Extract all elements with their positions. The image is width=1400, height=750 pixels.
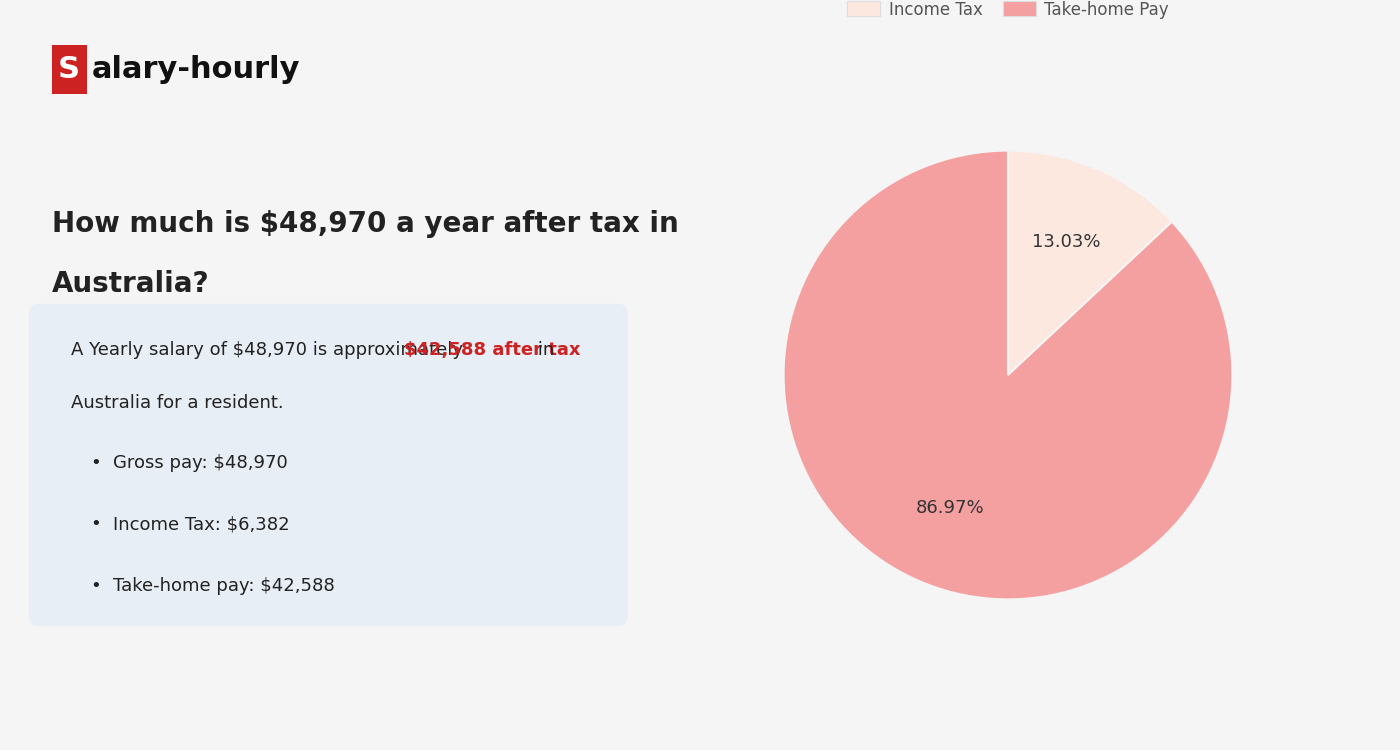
Text: $42,588 after tax: $42,588 after tax (403, 341, 580, 359)
Text: How much is $48,970 a year after tax in: How much is $48,970 a year after tax in (52, 210, 678, 238)
FancyBboxPatch shape (52, 45, 87, 94)
Text: 13.03%: 13.03% (1032, 232, 1100, 250)
Text: 86.97%: 86.97% (916, 500, 984, 517)
FancyBboxPatch shape (29, 304, 629, 626)
Text: S: S (59, 55, 80, 83)
Text: in: in (532, 341, 554, 359)
Text: •: • (90, 577, 101, 595)
Text: Australia for a resident.: Australia for a resident. (71, 394, 283, 412)
Text: Gross pay: $48,970: Gross pay: $48,970 (112, 454, 287, 472)
Text: Income Tax: $6,382: Income Tax: $6,382 (112, 515, 290, 533)
Text: Take-home pay: $42,588: Take-home pay: $42,588 (112, 577, 335, 595)
Text: alary-hourly: alary-hourly (91, 55, 300, 83)
Text: Australia?: Australia? (52, 270, 209, 298)
Text: •: • (90, 515, 101, 533)
Wedge shape (784, 151, 1232, 599)
Legend: Income Tax, Take-home Pay: Income Tax, Take-home Pay (840, 0, 1176, 26)
Wedge shape (1008, 151, 1172, 375)
Text: A Yearly salary of $48,970 is approximately: A Yearly salary of $48,970 is approximat… (71, 341, 469, 359)
Text: •: • (90, 454, 101, 472)
